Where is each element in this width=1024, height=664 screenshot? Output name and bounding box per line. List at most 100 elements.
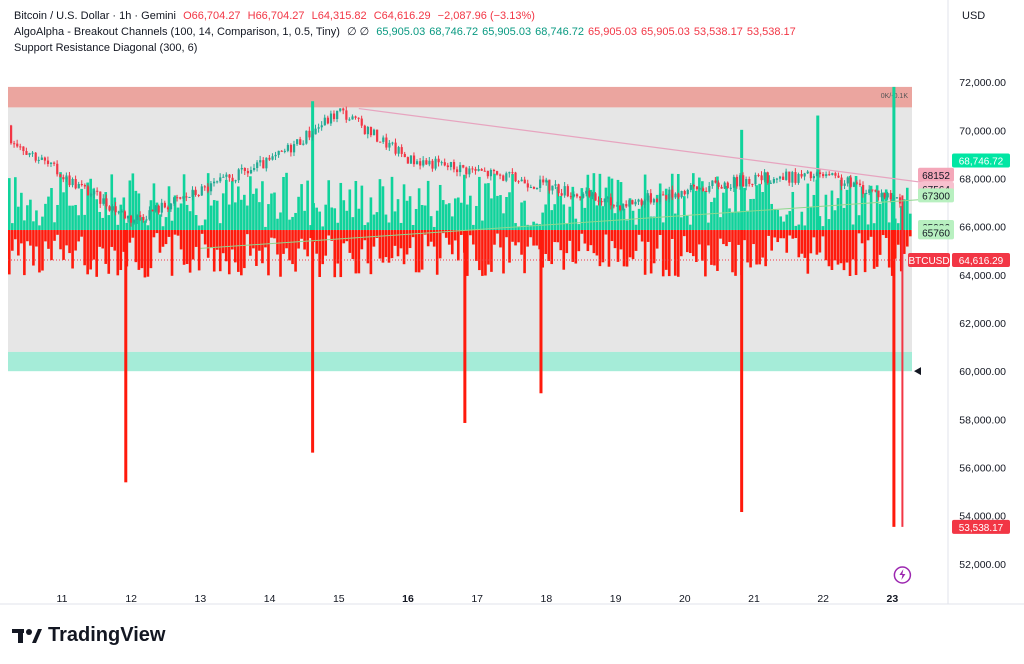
volume-bar-up — [321, 226, 324, 231]
candle-body — [292, 144, 296, 153]
volume-bar-up — [218, 223, 222, 231]
volume-bar-up — [194, 215, 198, 231]
volume-bar-down — [348, 230, 352, 253]
volume-bar-up — [505, 196, 508, 231]
volume-bar-up — [20, 192, 23, 231]
volume-bar-up — [342, 200, 346, 231]
volume-bar-down — [800, 230, 804, 254]
volume-bar-down — [420, 230, 424, 270]
candle-body — [579, 196, 582, 198]
volume-bar-up — [348, 189, 352, 231]
candle-body — [612, 205, 616, 207]
candle-body — [351, 116, 354, 120]
indicator-value: 65,905.03 — [640, 26, 690, 38]
volume-bar-down — [788, 230, 792, 236]
volume-bar-up — [173, 195, 177, 231]
volume-bar-up — [17, 206, 20, 231]
candle-body — [625, 204, 628, 207]
volume-bar-down — [676, 230, 680, 277]
candle-body — [188, 196, 191, 198]
volume-bar-up — [785, 214, 789, 231]
candle-body — [671, 189, 674, 198]
volume-bar-up — [408, 196, 412, 231]
support-diagonal-line — [200, 197, 949, 249]
candle-body — [425, 160, 428, 165]
candle-body — [139, 215, 142, 217]
volume-bar-up — [535, 223, 538, 231]
volume-bar-down — [35, 230, 38, 247]
x-tick-label: 22 — [817, 593, 829, 605]
symbol-title[interactable]: Bitcoin / U.S. Dollar · 1h · Gemini — [14, 10, 176, 22]
volume-bar-down — [562, 230, 566, 270]
volume-bar-up — [779, 216, 783, 231]
volume-bar-up — [460, 202, 463, 231]
change-value: −2,087.96 (−3.13%) — [437, 10, 535, 22]
candle-body — [151, 210, 154, 212]
candle-body — [99, 191, 102, 204]
indicator-value: 65,905.03 — [376, 26, 426, 38]
volume-bar-up — [559, 195, 563, 231]
candle-body — [548, 179, 551, 191]
volume-bar-down — [673, 230, 677, 276]
volume-bar-up — [294, 212, 297, 231]
volume-bar-down — [158, 230, 162, 253]
volume-bar-up — [574, 218, 578, 231]
indicator-row-breakout: AlgoAlpha - Breakout Channels (100, 14, … — [14, 24, 804, 40]
candle-body — [240, 167, 243, 170]
candle-body — [246, 170, 250, 174]
volume-bar-up — [420, 205, 424, 231]
indicator-glyphs: ∅ ∅ — [346, 26, 370, 38]
candle-body — [674, 193, 677, 198]
candle-body — [745, 179, 748, 187]
volume-bar-down — [547, 230, 550, 261]
currency-label[interactable]: USD — [962, 10, 986, 22]
candle-body — [397, 147, 400, 154]
candle-body — [296, 139, 299, 145]
candle-body — [763, 172, 766, 181]
volume-bar-up — [508, 192, 511, 231]
volume-bar-up — [743, 187, 746, 231]
candle-body — [523, 179, 526, 184]
volume-bar-down — [661, 230, 665, 277]
volume-bar-down — [598, 230, 602, 267]
volume-bar-down — [152, 230, 156, 238]
volume-bar-up — [788, 211, 792, 231]
candle-body — [800, 173, 803, 177]
candle-body — [480, 169, 483, 171]
candle-body — [203, 186, 206, 188]
volume-bar-up — [50, 188, 53, 231]
volume-bar-down — [782, 230, 786, 239]
volume-bar-up — [125, 222, 129, 231]
indicator-name-breakout[interactable]: AlgoAlpha - Breakout Channels (100, 14, … — [14, 26, 340, 38]
candle-body — [74, 179, 77, 189]
candle-body — [788, 171, 791, 183]
volume-bar-up — [107, 215, 111, 231]
volume-bar-up — [646, 195, 650, 231]
candle-body — [449, 162, 453, 168]
volume-bar-up — [716, 176, 719, 231]
candle-body — [517, 181, 520, 183]
volume-bar-down — [550, 230, 554, 265]
volume-bar-up — [767, 175, 770, 231]
indicator-name-diagonal[interactable]: Support Resistance Diagonal (300, 6) — [14, 42, 198, 54]
volume-bar-down — [818, 230, 822, 253]
volume-bar-up — [197, 225, 201, 231]
candle-body — [16, 143, 19, 147]
candle-body — [163, 202, 166, 208]
volume-bar-up — [541, 212, 544, 231]
volume-bar-down — [695, 230, 698, 262]
volume-bar-up — [297, 196, 300, 231]
volume-bar-down — [110, 230, 114, 247]
volume-bar-up — [411, 224, 415, 231]
volume-bar-down — [258, 230, 261, 251]
high-value: H66,704.27 — [247, 10, 305, 22]
candle-body — [173, 197, 176, 204]
volume-bar-up — [625, 220, 629, 231]
candle-body — [809, 171, 812, 179]
volume-bar-down — [460, 230, 463, 235]
candle-body — [400, 147, 403, 154]
candle-body — [326, 117, 330, 124]
candle-body — [474, 168, 477, 171]
volume-bar-down — [164, 230, 168, 245]
